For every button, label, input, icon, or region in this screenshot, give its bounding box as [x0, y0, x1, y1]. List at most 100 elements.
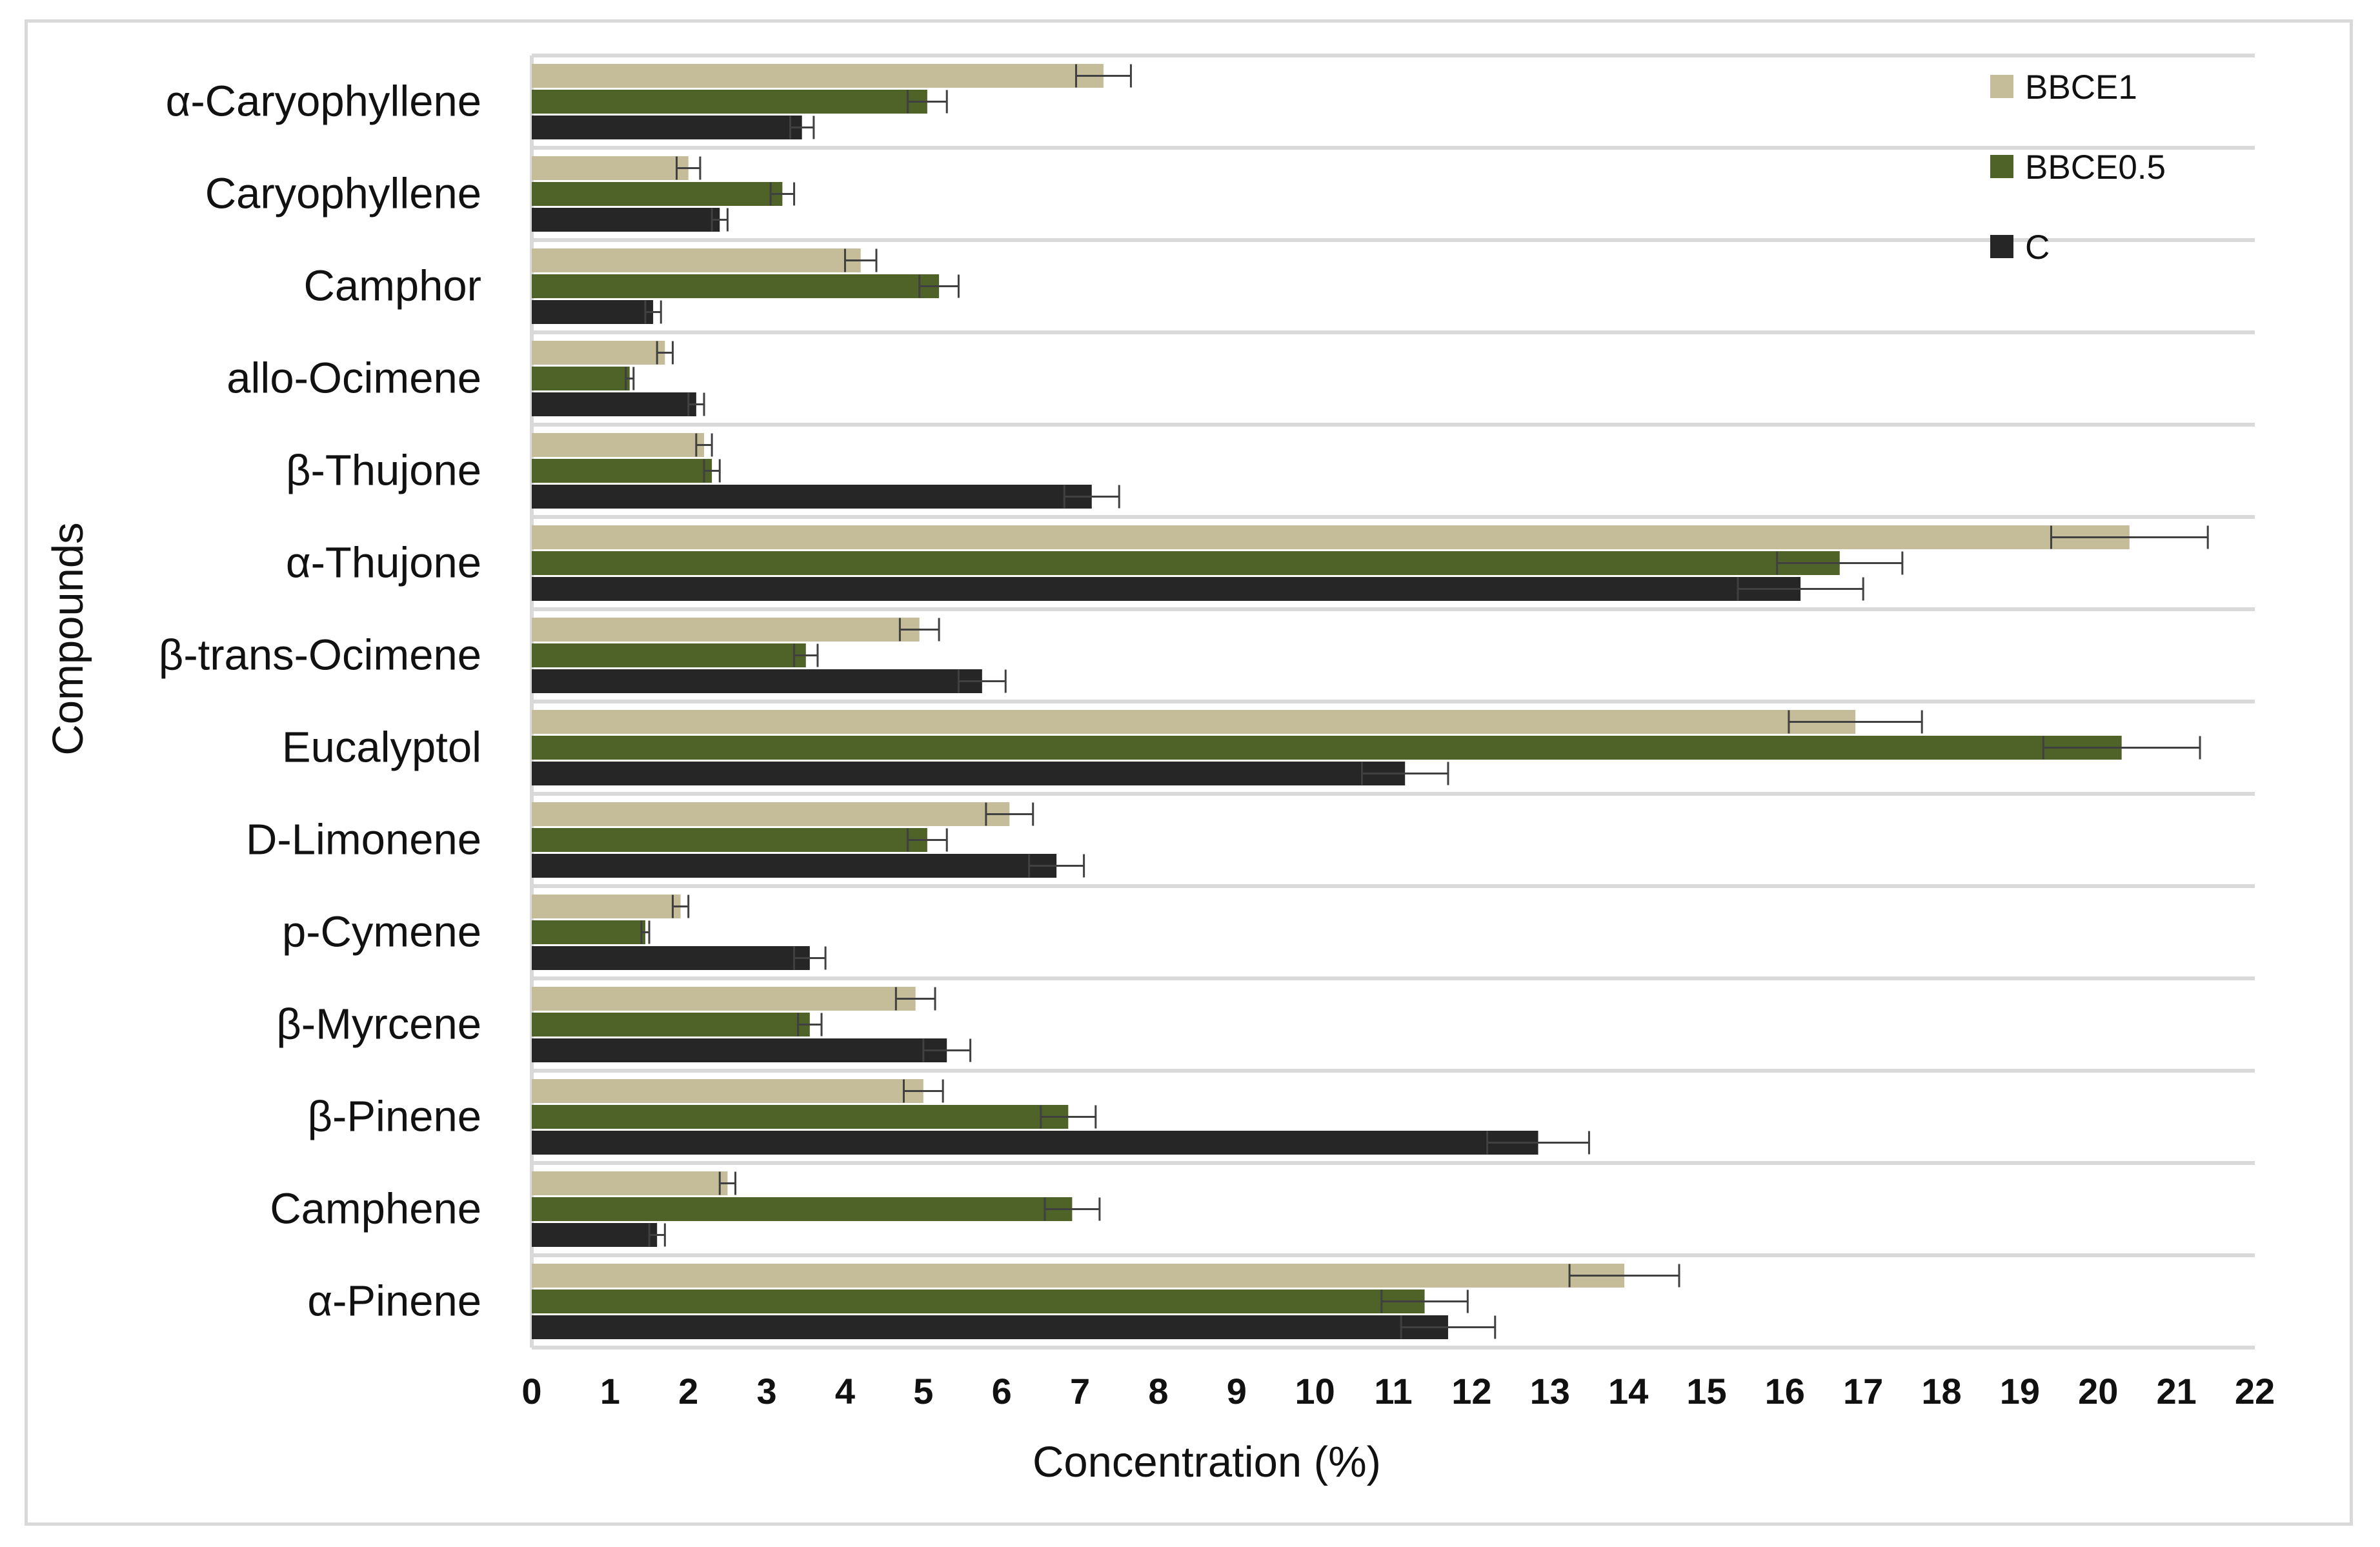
error-bar-c-myrcene [922, 1038, 972, 1062]
category-label-caryophyllene: Caryophyllene [205, 170, 481, 218]
error-bar-c-camphor [644, 300, 662, 324]
x-tick-label: 16 [1765, 1371, 1805, 1411]
bar-bbce0-5-pinene [532, 1105, 1069, 1129]
x-tick-label: 11 [1374, 1371, 1412, 1411]
category-label-caryophyllene: α-Caryophyllene [166, 77, 481, 126]
bar-bbce1-pinene [532, 1264, 1625, 1288]
bar-bbce1-caryophyllene [532, 156, 689, 180]
error-bar-bbce1-p-cymene [671, 895, 690, 918]
error-bar-c-caryophyllene [711, 208, 729, 232]
error-bar-bbce0-5-pinene [1380, 1289, 1469, 1313]
bar-bbce0-5-camphor [532, 274, 940, 298]
bar-c-camphor [532, 300, 654, 324]
legend-swatch-bbce1 [1990, 75, 2013, 98]
x-tick-label: 4 [835, 1371, 855, 1411]
x-tick-label: 8 [1148, 1371, 1168, 1411]
category-label-pinene: β-Pinene [308, 1093, 481, 1141]
bar-bbce1-thujone [532, 525, 2130, 549]
x-tick-label: 0 [521, 1371, 541, 1411]
bar-c-d-limonene [532, 854, 1057, 878]
error-bar-bbce1-eucalyptol [1788, 710, 1923, 734]
x-tick-label: 22 [2235, 1371, 2275, 1411]
bar-bbce1-thujone [532, 433, 704, 457]
bar-c-allo-ocimene [532, 392, 696, 416]
bar-bbce1-allo-ocimene [532, 341, 665, 365]
error-bar-bbce0-5-d-limonene [907, 828, 948, 852]
x-tick-label: 3 [757, 1371, 777, 1411]
error-bar-c-pinene [1486, 1131, 1590, 1155]
x-tick-label: 7 [1070, 1371, 1090, 1411]
error-bar-bbce0-5-allo-ocimene [625, 367, 635, 390]
category-label-eucalyptol: Eucalyptol [282, 723, 481, 772]
x-tick-label: 12 [1451, 1371, 1491, 1411]
bar-c-caryophyllene [532, 116, 802, 139]
bar-bbce1-myrcene [532, 987, 916, 1011]
bar-bbce0-5-trans-ocimene [532, 643, 806, 667]
category-label-trans-ocimene: β-trans-Ocimene [159, 631, 481, 680]
error-bar-bbce1-trans-ocimene [898, 618, 940, 642]
error-bar-c-pinene [1400, 1315, 1497, 1339]
category-label-thujone: α-Thujone [286, 539, 481, 587]
error-bar-c-eucalyptol [1360, 762, 1449, 785]
x-tick-label: 13 [1530, 1371, 1570, 1411]
x-tick-label: 15 [1686, 1371, 1726, 1411]
bar-c-eucalyptol [532, 762, 1406, 785]
error-bar-bbce1-camphor [843, 248, 878, 272]
x-tick-label: 10 [1295, 1371, 1335, 1411]
error-bar-bbce0-5-caryophyllene [907, 90, 948, 114]
error-bar-bbce0-5-camphor [918, 274, 960, 298]
error-bar-bbce1-myrcene [894, 987, 936, 1011]
error-bar-bbce1-thujone [2050, 525, 2209, 549]
bar-c-pinene [532, 1315, 1448, 1339]
legend-label-c: C [2025, 228, 2050, 267]
x-tick-label: 17 [1843, 1371, 1883, 1411]
bar-bbce0-5-pinene [532, 1289, 1425, 1313]
x-axis-title: Concentration (%) [1033, 1438, 1381, 1486]
error-bar-bbce0-5-myrcene [797, 1013, 823, 1036]
x-tick-label: 21 [2156, 1371, 2196, 1411]
bar-bbce0-5-caryophyllene [532, 90, 927, 114]
bar-c-thujone [532, 485, 1092, 509]
error-bar-c-caryophyllene [789, 116, 815, 139]
legend-label-bbce0-5: BBCE0.5 [2025, 148, 2166, 187]
bar-bbce0-5-camphene [532, 1197, 1073, 1221]
bar-bbce0-5-thujone [532, 459, 712, 483]
x-tick-label: 14 [1608, 1371, 1648, 1411]
y-axis-title: Compounds [44, 522, 92, 755]
error-bar-bbce1-caryophyllene [676, 156, 701, 180]
error-bar-bbce0-5-thujone [1776, 551, 1904, 575]
bar-bbce1-pinene [532, 1079, 923, 1103]
bar-bbce0-5-allo-ocimene [532, 367, 630, 390]
bar-bbce1-caryophyllene [532, 64, 1104, 88]
error-bar-bbce1-caryophyllene [1074, 64, 1132, 88]
error-bar-bbce0-5-p-cymene [640, 920, 650, 944]
error-bar-bbce0-5-caryophyllene [769, 182, 796, 206]
x-tick-label: 19 [2000, 1371, 2040, 1411]
error-bar-c-thujone [1737, 577, 1864, 601]
error-bar-bbce1-pinene [902, 1079, 944, 1103]
legend-label-bbce1: BBCE1 [2025, 68, 2137, 106]
bar-c-p-cymene [532, 946, 810, 970]
bar-bbce0-5-eucalyptol [532, 736, 2122, 760]
category-label-pinene: α-Pinene [307, 1277, 481, 1326]
error-bars-layer [625, 64, 2209, 1339]
error-bar-bbce0-5-pinene [1040, 1105, 1097, 1129]
category-label-myrcene: β-Myrcene [276, 1000, 481, 1049]
category-label-camphene: Camphene [270, 1185, 481, 1233]
bar-c-pinene [532, 1131, 1538, 1155]
error-bar-c-d-limonene [1028, 854, 1085, 878]
error-bar-bbce1-thujone [695, 433, 713, 457]
bar-c-caryophyllene [532, 208, 720, 232]
x-tick-label: 9 [1227, 1371, 1247, 1411]
error-bar-bbce0-5-camphene [1044, 1197, 1101, 1221]
bar-bbce0-5-myrcene [532, 1013, 810, 1036]
error-bar-bbce1-pinene [1568, 1264, 1680, 1288]
x-tick-label: 2 [678, 1371, 698, 1411]
error-bar-c-allo-ocimene [687, 392, 705, 416]
bar-bbce1-camphor [532, 248, 861, 272]
category-label-allo-ocimene: allo-Ocimene [227, 354, 481, 403]
bar-bbce0-5-thujone [532, 551, 1840, 575]
error-bar-bbce0-5-thujone [703, 459, 721, 483]
x-tick-label: 6 [992, 1371, 1012, 1411]
